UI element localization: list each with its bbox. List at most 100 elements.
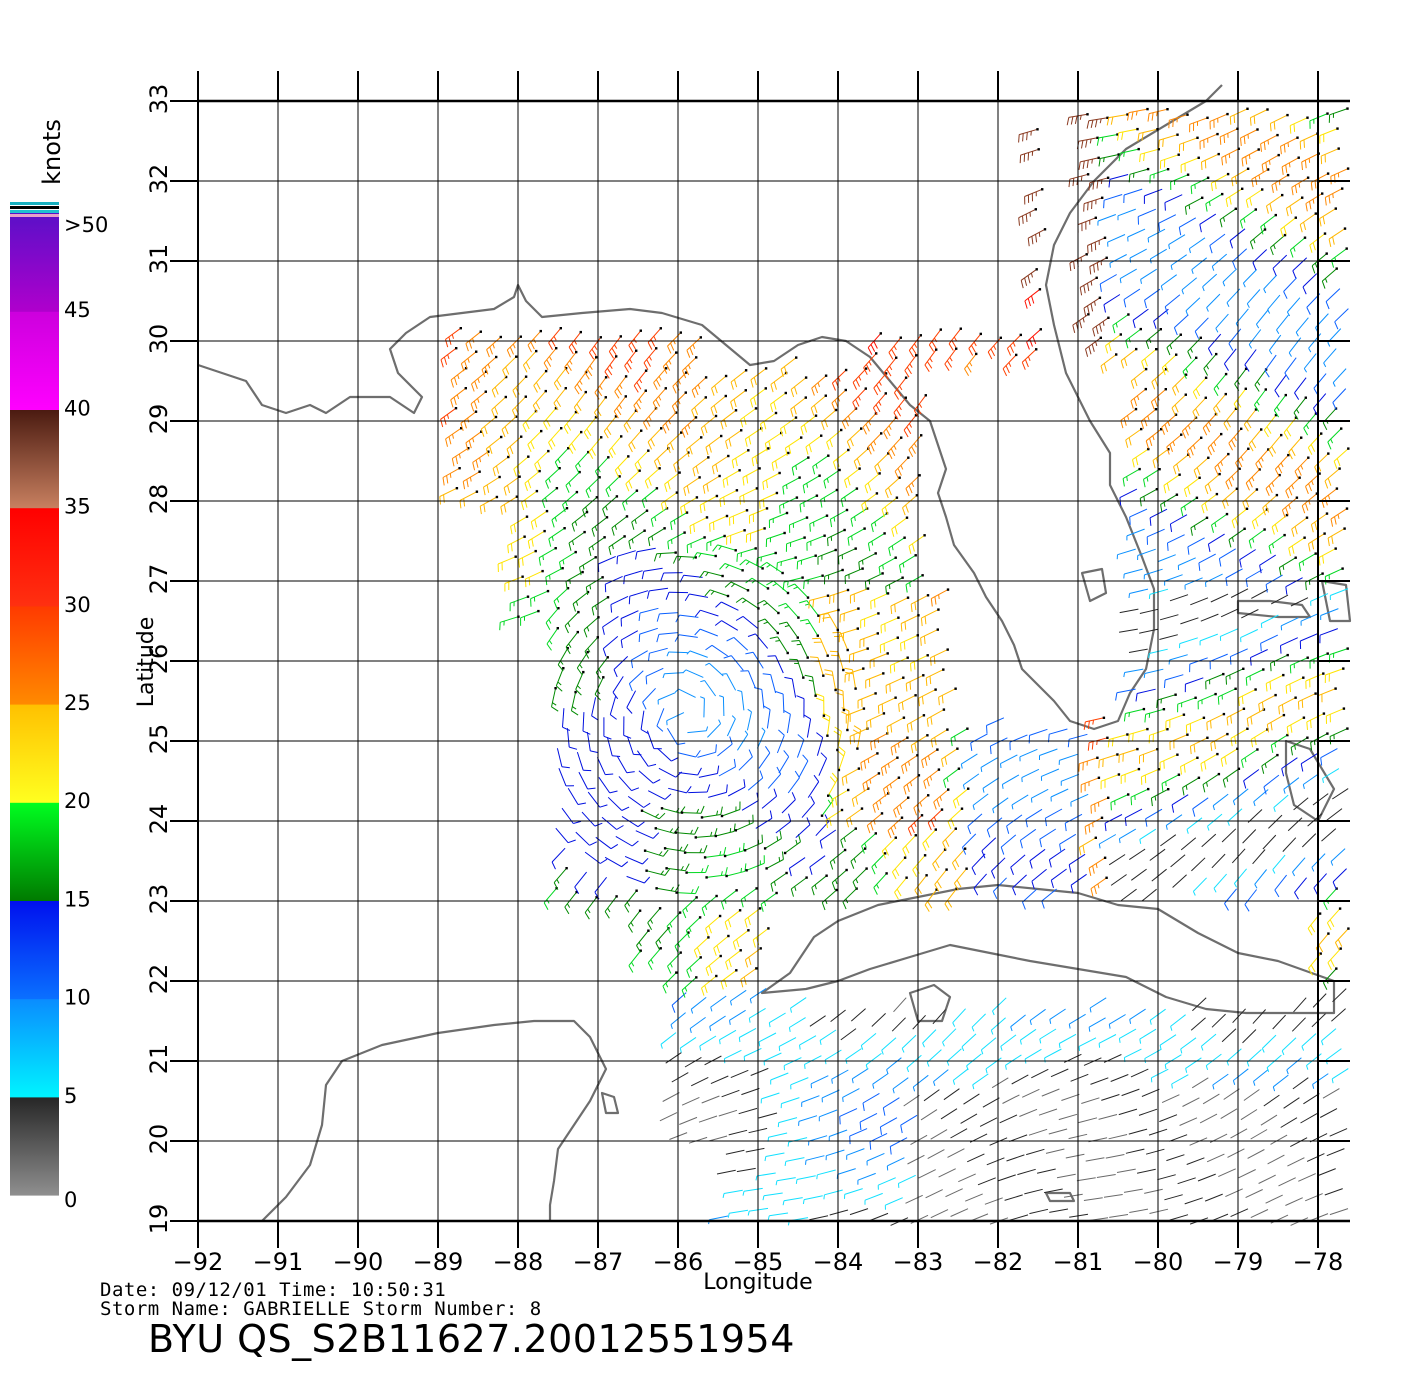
rain-flag-marker: [1234, 687, 1237, 690]
wind-barb-shaft: [1220, 748, 1238, 760]
wind-barb-shaft: [846, 428, 862, 442]
wind-barb-flag: [706, 483, 709, 492]
rain-flag-marker: [744, 389, 747, 392]
rain-flag-marker: [635, 889, 638, 892]
wind-barb-flag: [855, 796, 859, 805]
wind-barb: [865, 1053, 882, 1070]
rain-flag-marker: [494, 415, 498, 419]
wind-barb: [628, 949, 642, 973]
wind-barb-shaft: [1293, 997, 1307, 1013]
wind-barb: [758, 1032, 777, 1047]
wind-barb-flag: [1208, 421, 1212, 427]
wind-barb-shaft: [1144, 668, 1164, 674]
wind-barb-flag: [918, 698, 920, 707]
wind-barb-flag: [1285, 490, 1290, 499]
wind-barb: [685, 916, 702, 939]
wind-barb-flag: [719, 563, 726, 570]
wind-barb-flag: [579, 664, 583, 669]
wind-barb-shaft: [1180, 497, 1198, 509]
wind-barb-shaft: [963, 773, 980, 786]
wind-barb-shaft: [1298, 693, 1316, 703]
wind-barb-shaft: [776, 1177, 796, 1182]
wind-barb-flag: [743, 779, 746, 788]
wind-barb-shaft: [865, 1053, 882, 1066]
wind-barb-flag: [941, 759, 944, 768]
wind-barb-shaft: [817, 549, 836, 558]
wind-barb: [638, 607, 659, 621]
wind-barb-flag: [610, 604, 613, 613]
wind-barb-shaft: [842, 888, 857, 903]
wind-barb-flag: [1184, 427, 1189, 436]
wind-barb-shaft: [1221, 828, 1237, 843]
wind-barb-flag: [1333, 461, 1338, 469]
legend-band: [10, 900, 59, 1000]
wind-barb-flag: [728, 959, 732, 968]
wind-barb-flag: [1272, 1086, 1276, 1092]
wind-barb-shaft: [758, 1032, 777, 1043]
wind-barb: [485, 435, 503, 457]
wind-barb-shaft: [1119, 828, 1137, 840]
wind-barb-flag: [641, 571, 645, 580]
wind-barb: [1125, 1148, 1145, 1154]
wind-barb: [1230, 1208, 1249, 1218]
wind-barb: [608, 435, 623, 459]
rain-flag-marker: [865, 867, 868, 870]
wind-barb: [1123, 707, 1146, 722]
wind-barb: [1329, 1208, 1349, 1216]
wind-barb-flag: [1123, 713, 1126, 722]
wind-barb-flag: [1251, 476, 1255, 482]
wind-barb-shaft: [1012, 874, 1027, 889]
wind-barb-flag: [603, 735, 612, 740]
wind-barb-shaft: [796, 1175, 816, 1180]
rain-flag-marker: [1116, 753, 1119, 756]
wind-barb: [459, 490, 479, 509]
wind-barb-shaft: [709, 589, 729, 597]
wind-barb-flag: [799, 1045, 801, 1050]
wind-barb-flag: [806, 483, 809, 488]
wind-barb-flag: [888, 584, 891, 590]
rain-flag-marker: [595, 496, 599, 499]
wind-barb-shaft: [1283, 1097, 1300, 1109]
wind-barb-flag: [574, 521, 578, 526]
wind-barb: [1322, 768, 1340, 784]
wind-barb: [565, 470, 581, 493]
wind-barb: [1141, 1088, 1160, 1097]
wind-barb-flag: [1310, 444, 1316, 452]
rain-flag-marker: [654, 827, 657, 830]
wind-barb-shaft: [628, 530, 645, 542]
wind-barb-shaft: [817, 1169, 836, 1176]
wind-barb-shaft: [726, 529, 745, 538]
wind-barb-shaft: [1219, 548, 1236, 560]
wind-barb-flag: [980, 767, 983, 772]
wind-barb: [1281, 1037, 1297, 1056]
wind-barb-shaft: [932, 849, 946, 865]
wind-barb-shaft: [594, 876, 607, 893]
rain-flag-marker: [1182, 713, 1186, 716]
wind-barb-shaft: [1159, 634, 1178, 640]
wind-barb: [927, 808, 944, 831]
wind-barb: [1189, 657, 1208, 673]
wind-barb-flag: [879, 1126, 882, 1135]
wind-barb-shaft: [1157, 694, 1176, 701]
wind-barb-flag: [1205, 1065, 1209, 1071]
wind-barb: [1192, 877, 1207, 896]
wind-barb-flag: [893, 824, 897, 830]
wind-barb: [832, 631, 849, 652]
rain-flag-marker: [1342, 667, 1345, 670]
rain-flag-marker: [1127, 793, 1130, 796]
wind-barb: [706, 534, 726, 551]
wind-barb-shaft: [808, 1135, 828, 1142]
rain-flag-marker: [894, 696, 897, 699]
wind-barb-shaft: [773, 580, 789, 594]
wind-barb: [803, 714, 812, 738]
wind-barb-shaft: [1088, 737, 1108, 744]
wind-barb-flag: [1147, 415, 1150, 421]
wind-barb-shaft: [769, 512, 788, 521]
wind-barb-shaft: [691, 397, 707, 411]
wind-barb-shaft: [790, 1077, 809, 1086]
wind-barb-flag: [587, 908, 591, 914]
wind-barb-flag: [645, 419, 651, 427]
wind-barb-flag: [825, 673, 834, 676]
wind-barb-shaft: [1312, 793, 1329, 806]
wind-barb: [1024, 1188, 1043, 1195]
